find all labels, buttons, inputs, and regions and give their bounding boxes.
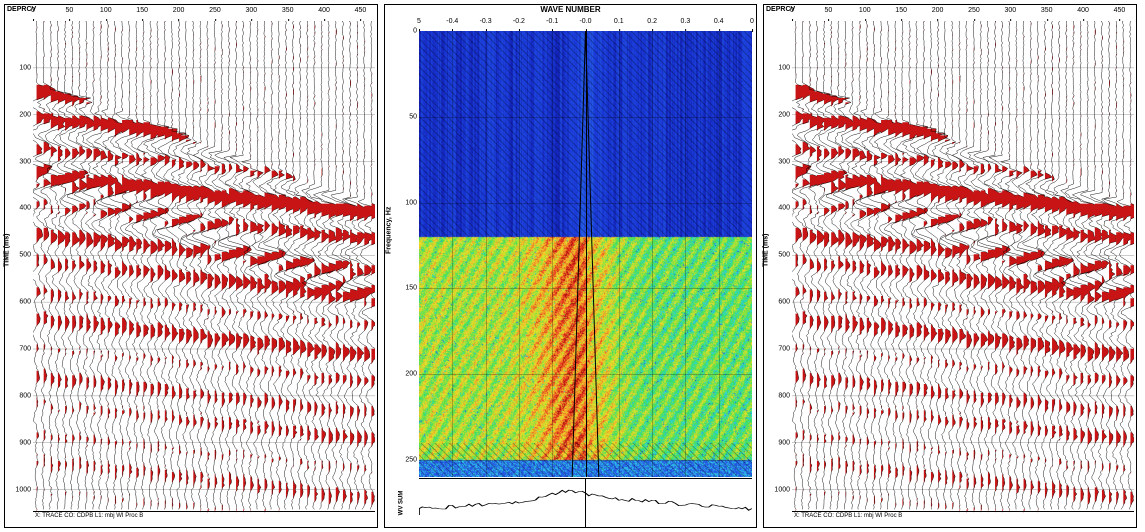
x-tick: 0.4 [714,18,724,25]
y-tick: 900 [778,439,790,446]
x-tick: 200 [932,7,944,14]
x-tick: 0.3 [681,18,691,25]
x-axis: 0 50 100 150 200 250 300 350 400 450 [792,5,1134,22]
y-tick: 250 [405,456,417,463]
y-tick: 1000 [774,486,790,493]
seismic-plot [792,21,1134,513]
footer-text: X: TRACE CO: CDPB L1: mbj WI Proc B [33,511,375,527]
x-tick: 150 [895,7,907,14]
y-tick: 700 [778,346,790,353]
y-tick: 400 [19,205,31,212]
x-tick: 400 [318,7,330,14]
x-axis: 0 50 100 150 200 250 300 350 400 450 [33,5,375,22]
x-tick: 250 [209,7,221,14]
fk-plot [419,31,752,477]
y-tick: 700 [19,346,31,353]
y-axis: TIME (ms) 100 200 300 400 500 600 700 800 900 100… [5,21,34,513]
x-tick: 250 [968,7,980,14]
y-tick: 200 [778,111,790,118]
sum-plot-label: WV SUM [398,491,404,516]
x-tick: 300 [245,7,257,14]
y-tick: 0 [413,28,417,35]
y-tick: 800 [19,392,31,399]
seismic-panel-right: DEPRCV 050100150200250300350400450 TIME … [763,4,1137,528]
y-axis-label: TIME (ms) [763,234,770,267]
x-axis: 5 -0.4 -0.3 -0.2 -0.1 -0.0 0.1 0.2 0.3 0.4 0 [419,17,752,32]
y-tick: 150 [405,285,417,292]
x-tick: 0 [31,7,35,14]
y-axis-label: TIME (ms) [4,234,11,267]
x-tick: 200 [173,7,185,14]
x-tick: 100 [859,7,871,14]
fk-sum-plot: WV SUM [419,478,752,527]
y-axis: Frequency, Hz 0 50 100 150 200 250 [385,31,420,477]
x-tick: 350 [1041,7,1053,14]
x-tick: 350 [282,7,294,14]
x-tick: 0 [750,18,754,25]
y-tick: 400 [778,205,790,212]
y-tick: 500 [19,252,31,259]
x-tick: -0.2 [513,18,525,25]
x-tick: 50 [824,7,832,14]
x-tick: 5 [417,18,421,25]
figure-container: DEPRCV 050100150200250300350400450 TIME … [4,4,1141,528]
y-tick: 50 [409,113,417,120]
x-tick: 450 [355,7,367,14]
x-tick: -0.4 [446,18,458,25]
y-tick: 600 [778,299,790,306]
x-tick: 0 [790,7,794,14]
x-tick: 150 [136,7,148,14]
x-tick: 100 [100,7,112,14]
y-tick: 100 [405,199,417,206]
y-tick: 500 [778,252,790,259]
y-tick: 100 [778,64,790,71]
y-tick: 100 [19,64,31,71]
x-tick: 0.1 [614,18,624,25]
x-tick: 0.2 [647,18,657,25]
y-tick: 200 [405,371,417,378]
x-tick: -0.3 [480,18,492,25]
y-tick: 300 [19,158,31,165]
seismic-plot [33,21,375,513]
fk-title: WAVE NUMBER [385,5,756,17]
y-axis-label: Frequency, Hz [386,207,393,254]
y-tick: 300 [778,158,790,165]
fk-panel: WAVE NUMBER 5 -0.4 -0.3 -0.2 -0.1 -0.0 0.1 0.2 0… [384,4,757,528]
y-tick: 600 [19,299,31,306]
x-tick: 300 [1004,7,1016,14]
y-tick: 900 [19,439,31,446]
x-tick: -0.0 [579,18,591,25]
x-tick: 450 [1114,7,1126,14]
y-tick: 1000 [15,486,31,493]
y-tick: 800 [778,392,790,399]
seismic-panel-left: DEPRCV 050100150200250300350400450 TIME … [4,4,378,528]
x-tick: 400 [1077,7,1089,14]
x-tick: -0.1 [546,18,558,25]
x-tick: 50 [65,7,73,14]
footer-text: X: TRACE CO: CDPB L1: mbj WI Proc B [792,511,1134,527]
y-axis: TIME (ms) 100 200 300 400 500 600 700 800 900 100… [764,21,793,513]
y-tick: 200 [19,111,31,118]
